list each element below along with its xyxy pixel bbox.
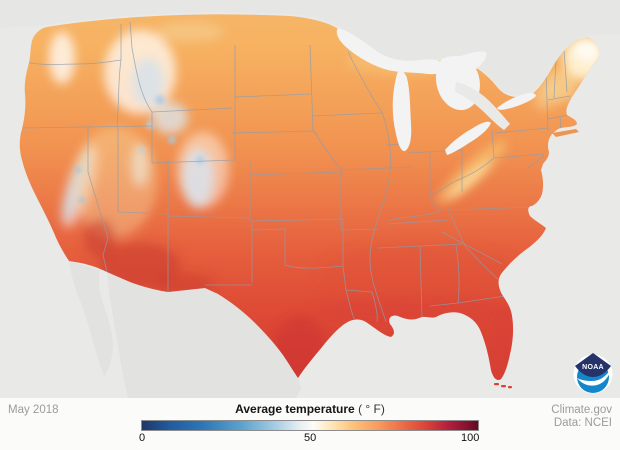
ontario-peninsula [455, 82, 510, 130]
temperature-colorbar [141, 420, 479, 431]
legend-units-label: ( ° F) [358, 402, 385, 416]
noaa-logo: NOAA [573, 353, 613, 394]
baja-silhouette [69, 261, 113, 376]
great-lakes [336, 28, 536, 155]
attribution-site: Climate.gov [551, 404, 612, 416]
lake-superior [336, 28, 446, 75]
lake-michigan [392, 70, 412, 152]
legend-title-text: Average temperature [235, 402, 355, 416]
lake-erie [445, 121, 491, 155]
attribution: Climate.gov Data: NCEI [551, 404, 612, 430]
state-borders [19, 21, 571, 323]
colorbar-tick-50: 50 [304, 432, 317, 444]
noaa-logo-text: NOAA [582, 364, 604, 371]
noaa-logo-gull [577, 367, 612, 386]
colorbar-tick-0: 0 [139, 432, 146, 444]
florida-keys [494, 383, 512, 389]
mountain-snow-specks [75, 95, 204, 203]
map-area: NOAA [0, 0, 620, 398]
legend-title: Average temperature ( ° F) [0, 402, 620, 416]
attribution-source: Data: NCEI [553, 417, 612, 429]
lake-ontario [497, 92, 536, 110]
colorbar-tick-100: 100 [461, 432, 480, 444]
us-temperature-map: NOAA [0, 0, 620, 398]
canada-silhouette [0, 0, 620, 95]
date-label: May 2018 [8, 404, 59, 416]
figure-footer: May 2018 Average temperature ( ° F) 0 50… [0, 398, 620, 450]
noaa-logo-kite [575, 353, 611, 377]
long-island [552, 129, 579, 137]
mexico-silhouette [107, 272, 301, 398]
